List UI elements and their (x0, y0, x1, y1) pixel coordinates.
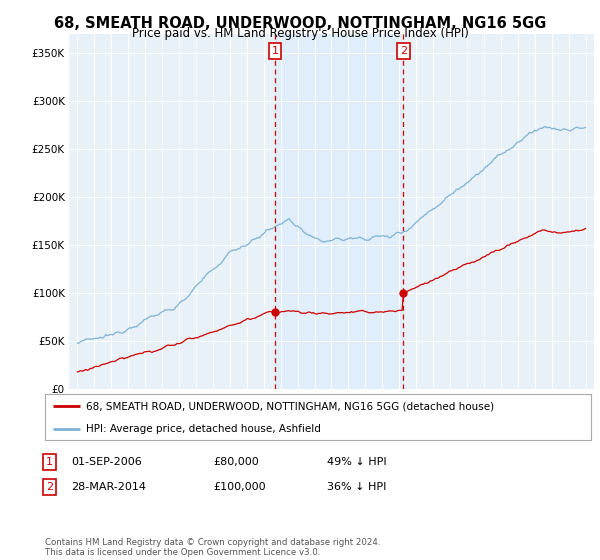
Text: HPI: Average price, detached house, Ashfield: HPI: Average price, detached house, Ashf… (86, 424, 321, 435)
Text: 2: 2 (46, 482, 53, 492)
Text: 28-MAR-2014: 28-MAR-2014 (71, 482, 146, 492)
Text: Price paid vs. HM Land Registry's House Price Index (HPI): Price paid vs. HM Land Registry's House … (131, 27, 469, 40)
Text: 49% ↓ HPI: 49% ↓ HPI (327, 457, 386, 467)
Text: 1: 1 (272, 46, 278, 56)
Text: Contains HM Land Registry data © Crown copyright and database right 2024.
This d: Contains HM Land Registry data © Crown c… (45, 538, 380, 557)
Text: £80,000: £80,000 (213, 457, 259, 467)
Text: 36% ↓ HPI: 36% ↓ HPI (327, 482, 386, 492)
Text: 2: 2 (400, 46, 407, 56)
Text: £100,000: £100,000 (213, 482, 266, 492)
Text: 01-SEP-2006: 01-SEP-2006 (71, 457, 142, 467)
Bar (275, 34, 403, 389)
Text: 1: 1 (46, 457, 53, 467)
Text: 68, SMEATH ROAD, UNDERWOOD, NOTTINGHAM, NG16 5GG: 68, SMEATH ROAD, UNDERWOOD, NOTTINGHAM, … (54, 16, 546, 31)
Text: 68, SMEATH ROAD, UNDERWOOD, NOTTINGHAM, NG16 5GG (detached house): 68, SMEATH ROAD, UNDERWOOD, NOTTINGHAM, … (86, 401, 494, 411)
